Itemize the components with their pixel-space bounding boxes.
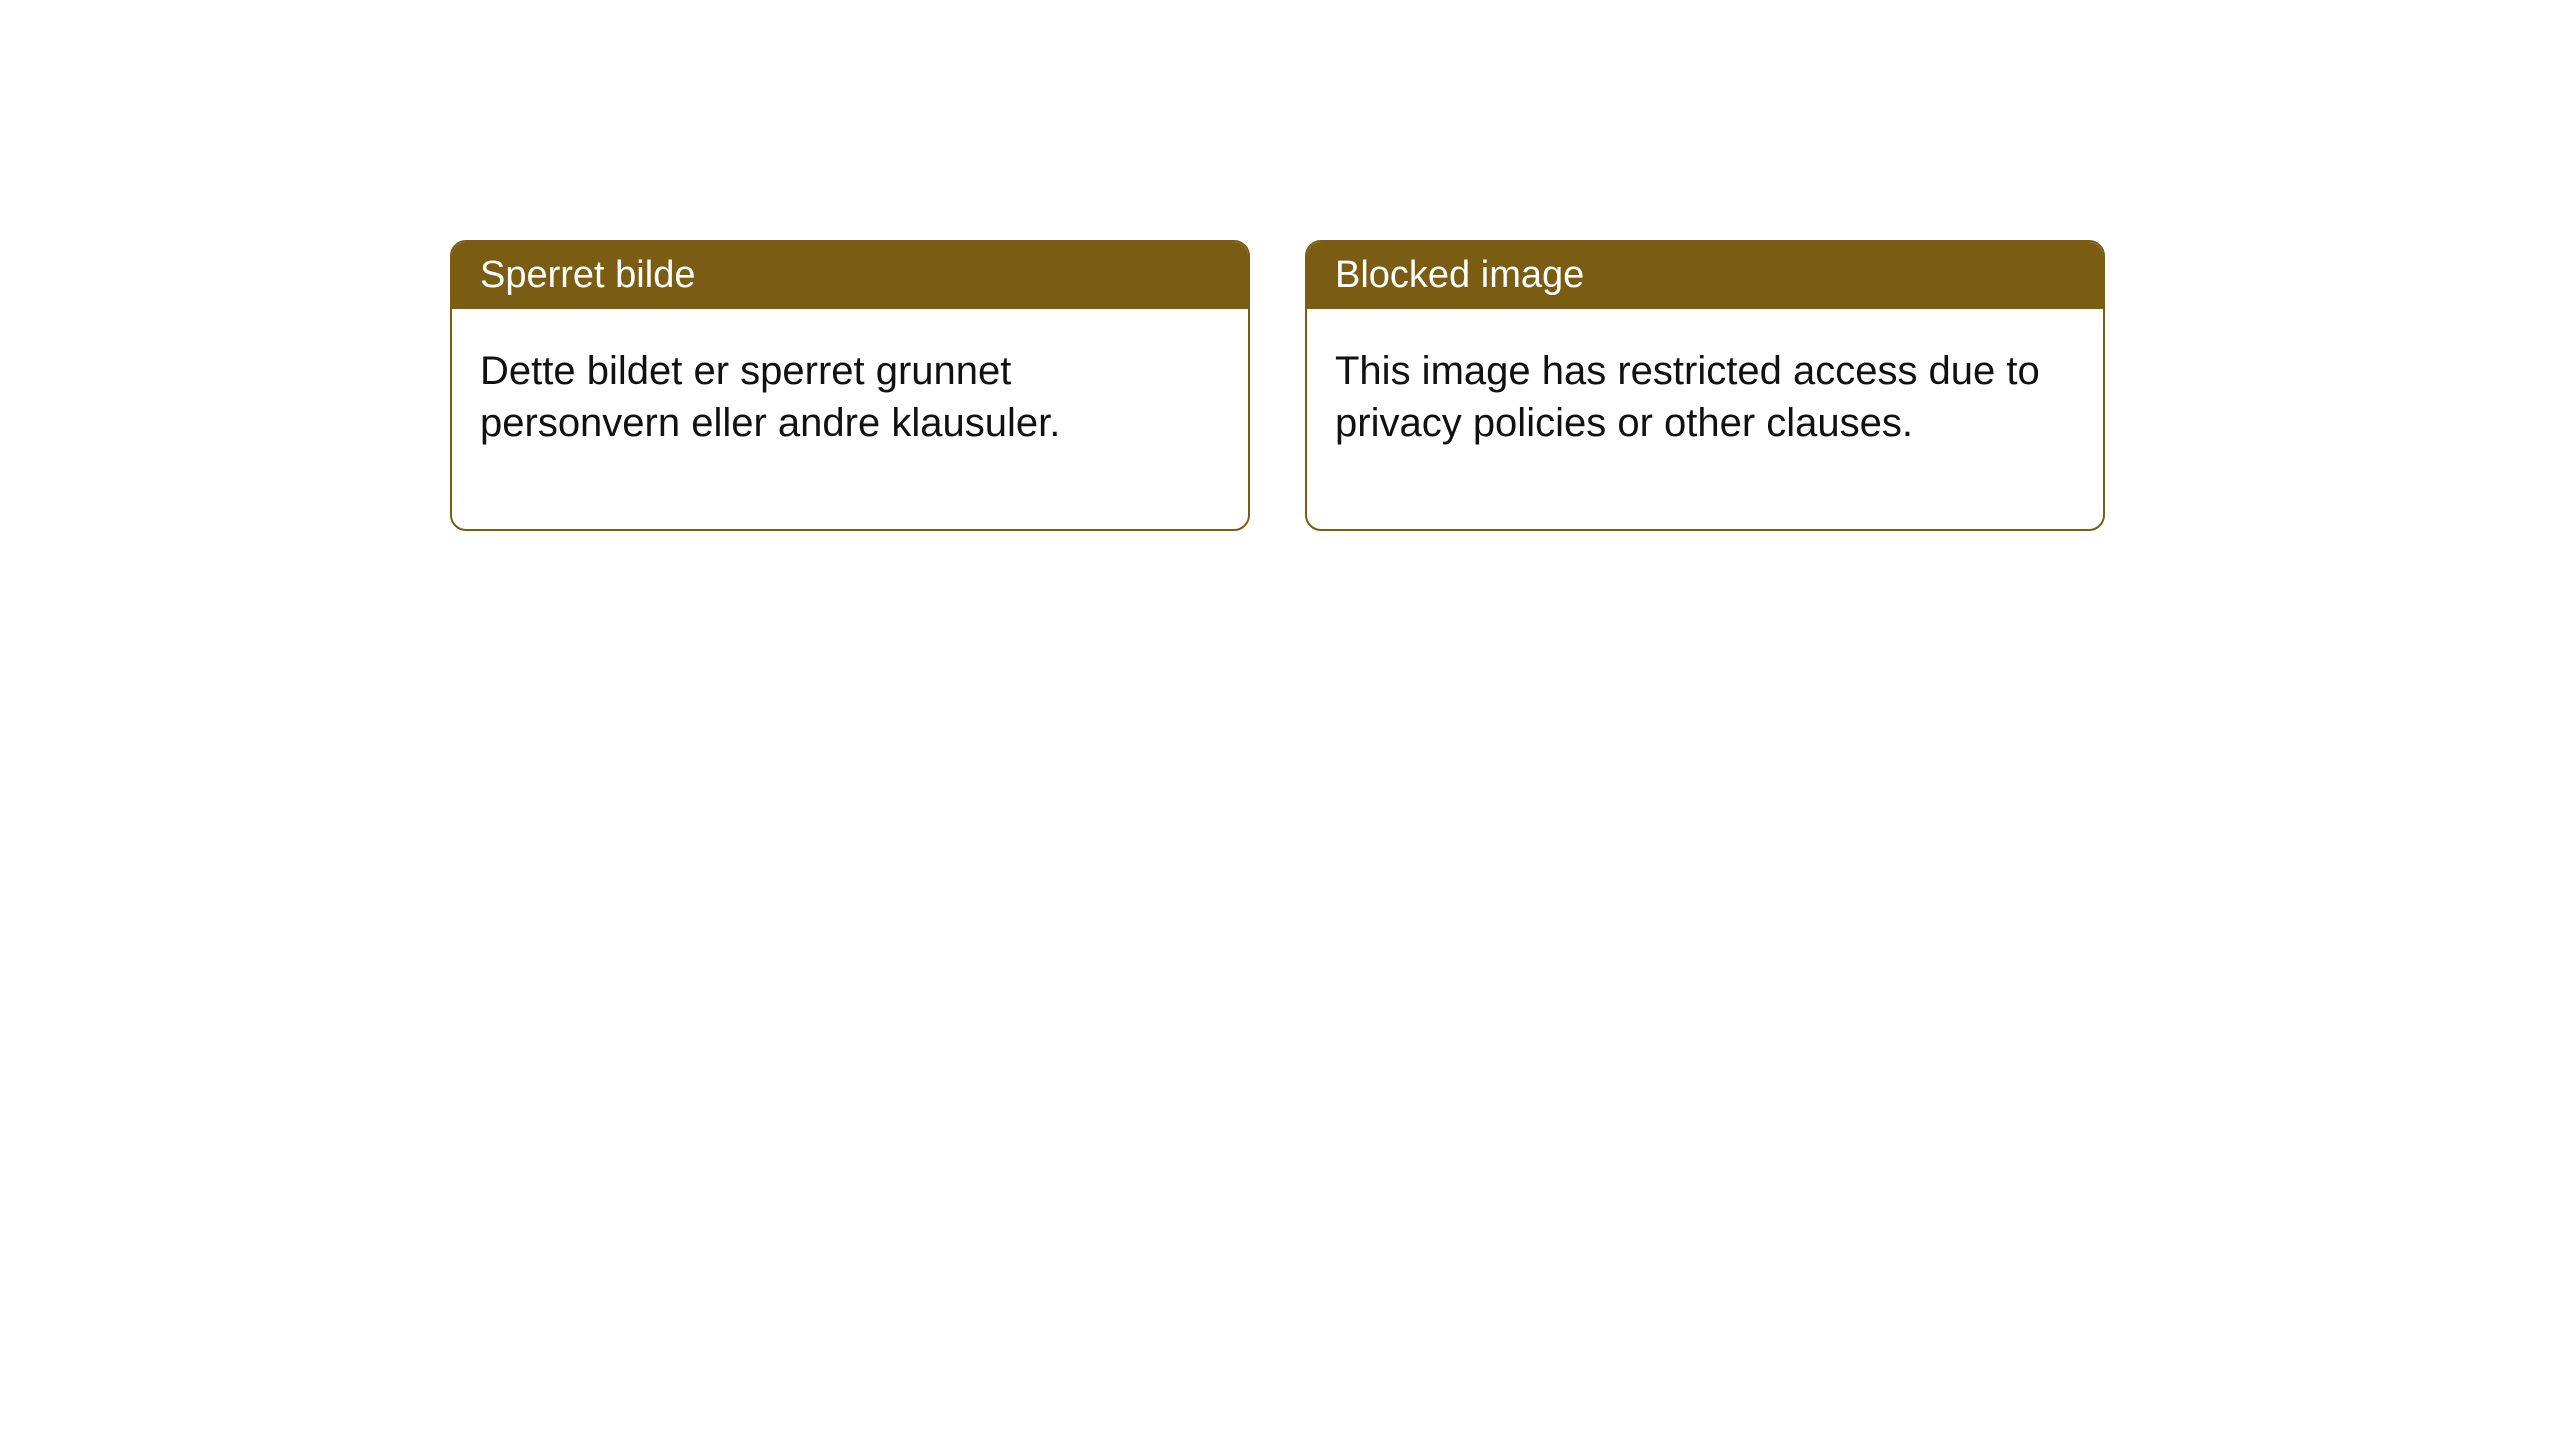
notice-card-norwegian: Sperret bilde Dette bildet er sperret gr…	[450, 240, 1250, 531]
card-body: Dette bildet er sperret grunnet personve…	[452, 309, 1248, 529]
card-title: Sperret bilde	[452, 242, 1248, 309]
card-title: Blocked image	[1307, 242, 2103, 309]
card-body: This image has restricted access due to …	[1307, 309, 2103, 529]
notice-container: Sperret bilde Dette bildet er sperret gr…	[0, 0, 2560, 531]
notice-card-english: Blocked image This image has restricted …	[1305, 240, 2105, 531]
